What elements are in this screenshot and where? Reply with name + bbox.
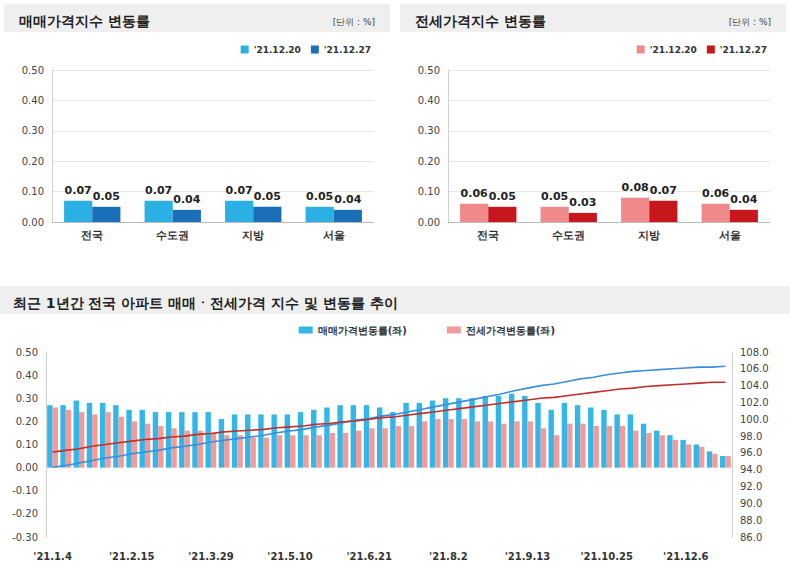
svg-text:0.05: 0.05 xyxy=(306,190,333,203)
svg-text:지방: 지방 xyxy=(637,229,660,242)
svg-text:90.0: 90.0 xyxy=(740,498,762,509)
svg-text:'21.5.10: '21.5.10 xyxy=(267,551,312,562)
svg-text:-0.30: -0.30 xyxy=(12,532,38,543)
svg-text:0.40: 0.40 xyxy=(22,95,44,106)
svg-text:'21.12.6: '21.12.6 xyxy=(663,551,708,562)
svg-text:0.05: 0.05 xyxy=(541,190,568,203)
svg-text:0.00: 0.00 xyxy=(22,217,44,228)
svg-text:0.10: 0.10 xyxy=(418,186,440,197)
svg-text:0.20: 0.20 xyxy=(16,416,38,427)
svg-text:전국: 전국 xyxy=(81,229,103,242)
svg-text:-0.10: -0.10 xyxy=(12,485,38,496)
svg-text:전세가격변동률(좌): 전세가격변동률(좌) xyxy=(466,325,555,336)
svg-text:102.0: 102.0 xyxy=(740,397,769,408)
svg-text:최근 1년간 전국 아파트 매매ㆍ전세가격 지수 및 변동률: 최근 1년간 전국 아파트 매매ㆍ전세가격 지수 및 변동률 추이 xyxy=(13,295,398,311)
svg-text:'21.12.20: '21.12.20 xyxy=(650,45,697,55)
svg-text:매매가격변동률(좌): 매매가격변동률(좌) xyxy=(318,325,407,336)
svg-text:'21.12.27: '21.12.27 xyxy=(720,45,767,55)
svg-text:0.04: 0.04 xyxy=(730,193,757,206)
svg-text:0.07: 0.07 xyxy=(650,184,677,197)
svg-text:0.04: 0.04 xyxy=(173,193,200,206)
svg-text:0.06: 0.06 xyxy=(702,187,729,200)
svg-text:'21.1.4: '21.1.4 xyxy=(33,551,72,562)
svg-text:0.05: 0.05 xyxy=(254,190,281,203)
svg-text:0.10: 0.10 xyxy=(16,439,38,450)
svg-text:전세가격지수 변동률: 전세가격지수 변동률 xyxy=(415,13,546,29)
svg-text:[단위 : %]: [단위 : %] xyxy=(333,17,375,27)
svg-text:0.08: 0.08 xyxy=(622,181,649,194)
svg-text:0.30: 0.30 xyxy=(16,393,38,404)
svg-text:'21.8.2: '21.8.2 xyxy=(429,551,468,562)
svg-text:0.00: 0.00 xyxy=(16,462,38,473)
svg-text:0.07: 0.07 xyxy=(65,184,92,197)
svg-text:0.50: 0.50 xyxy=(16,347,38,358)
svg-text:수도권: 수도권 xyxy=(552,229,585,242)
svg-text:서울: 서울 xyxy=(323,229,345,242)
svg-text:'21.9.13: '21.9.13 xyxy=(505,551,550,562)
svg-text:0.03: 0.03 xyxy=(569,196,596,209)
svg-text:94.0: 94.0 xyxy=(740,464,762,475)
svg-text:전국: 전국 xyxy=(477,229,499,242)
svg-text:104.0: 104.0 xyxy=(740,380,769,391)
svg-text:0.30: 0.30 xyxy=(22,125,44,136)
svg-text:수도권: 수도권 xyxy=(156,229,189,242)
svg-text:0.40: 0.40 xyxy=(418,95,440,106)
svg-text:92.0: 92.0 xyxy=(740,481,762,492)
svg-text:지방: 지방 xyxy=(241,229,264,242)
svg-text:100.0: 100.0 xyxy=(740,414,769,425)
svg-text:0.06: 0.06 xyxy=(461,187,488,200)
svg-text:0.05: 0.05 xyxy=(489,190,516,203)
svg-text:106.0: 106.0 xyxy=(740,363,769,374)
svg-text:0.00: 0.00 xyxy=(418,217,440,228)
svg-text:96.0: 96.0 xyxy=(740,447,762,458)
svg-text:-0.20: -0.20 xyxy=(12,508,38,519)
svg-text:86.0: 86.0 xyxy=(740,532,762,543)
svg-text:서울: 서울 xyxy=(719,229,741,242)
svg-text:0.20: 0.20 xyxy=(418,156,440,167)
svg-text:0.20: 0.20 xyxy=(22,156,44,167)
svg-text:'21.6.21: '21.6.21 xyxy=(346,551,391,562)
svg-text:[단위 : %]: [단위 : %] xyxy=(729,17,771,27)
svg-text:'21.12.27: '21.12.27 xyxy=(324,45,371,55)
svg-text:0.04: 0.04 xyxy=(334,193,361,206)
svg-text:0.30: 0.30 xyxy=(418,125,440,136)
svg-text:'21.2.15: '21.2.15 xyxy=(109,551,154,562)
svg-text:0.05: 0.05 xyxy=(93,190,120,203)
svg-text:매매가격지수 변동률: 매매가격지수 변동률 xyxy=(19,13,150,29)
svg-text:88.0: 88.0 xyxy=(740,515,762,526)
svg-text:'21.10.25: '21.10.25 xyxy=(580,551,632,562)
svg-text:0.07: 0.07 xyxy=(226,184,253,197)
svg-text:0.07: 0.07 xyxy=(145,184,172,197)
svg-text:98.0: 98.0 xyxy=(740,431,762,442)
svg-text:0.40: 0.40 xyxy=(16,370,38,381)
svg-text:108.0: 108.0 xyxy=(740,347,769,358)
svg-text:0.50: 0.50 xyxy=(22,65,44,76)
svg-text:'21.12.20: '21.12.20 xyxy=(254,45,301,55)
svg-text:0.10: 0.10 xyxy=(22,186,44,197)
svg-text:'21.3.29: '21.3.29 xyxy=(188,551,233,562)
svg-text:0.50: 0.50 xyxy=(418,65,440,76)
